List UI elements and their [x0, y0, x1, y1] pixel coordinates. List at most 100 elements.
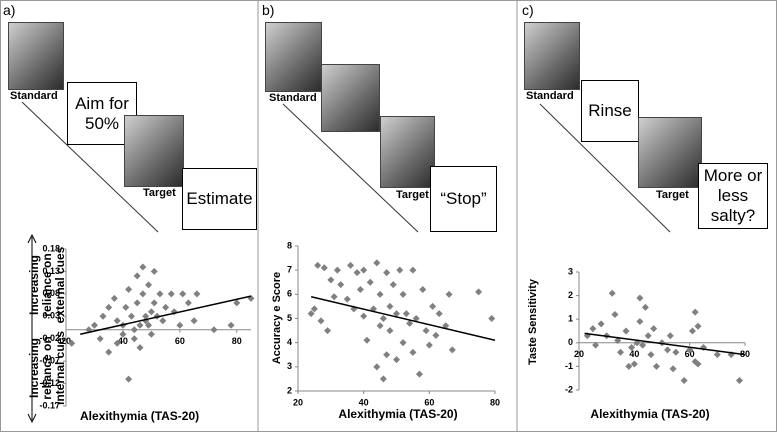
point	[125, 285, 133, 293]
point	[327, 276, 335, 284]
point	[386, 327, 394, 335]
x-tick-label: 40	[629, 349, 639, 359]
y-tick-label: 7	[287, 265, 292, 275]
point	[669, 365, 677, 373]
point	[475, 288, 483, 296]
point	[105, 348, 113, 356]
point	[360, 312, 368, 320]
y-tick-label: 0	[568, 337, 573, 347]
photo	[321, 64, 380, 132]
point	[125, 375, 133, 383]
point	[347, 261, 355, 269]
point	[636, 318, 644, 326]
arrow	[282, 103, 419, 233]
photo	[265, 22, 322, 92]
point	[393, 310, 400, 318]
point	[167, 290, 175, 298]
point	[333, 266, 341, 274]
panel-label: b)	[262, 2, 275, 18]
point	[432, 331, 440, 339]
point	[110, 294, 118, 302]
point	[130, 326, 138, 334]
point	[386, 302, 394, 310]
point	[379, 315, 387, 322]
point	[639, 341, 647, 349]
point	[119, 330, 127, 338]
point	[320, 264, 328, 272]
point	[133, 272, 141, 280]
photo	[638, 117, 702, 188]
point	[233, 299, 241, 307]
y-tick-label: 4	[287, 337, 292, 347]
arrow	[21, 101, 159, 233]
point	[373, 259, 381, 267]
point	[127, 312, 135, 320]
point	[314, 261, 322, 269]
point	[647, 351, 655, 359]
point	[622, 327, 630, 335]
x-axis-title: Alexithymia (TAS-20)	[590, 407, 710, 421]
x-tick-label: 40	[118, 336, 128, 346]
point	[691, 308, 699, 316]
point	[310, 305, 318, 313]
point	[379, 375, 387, 383]
point	[680, 377, 688, 385]
x-axis-title: Alexithymia (TAS-20)	[80, 409, 200, 423]
point	[324, 327, 332, 335]
point	[353, 269, 361, 277]
point	[99, 312, 107, 320]
point	[139, 263, 147, 271]
point	[650, 325, 658, 333]
point	[389, 281, 397, 289]
y-tick-label: -0.07	[39, 356, 60, 366]
point	[337, 281, 345, 289]
point	[644, 332, 652, 340]
y-tick-label: -0.12	[39, 378, 60, 388]
point	[184, 299, 192, 307]
x-tick-label: 80	[232, 336, 242, 346]
point	[393, 356, 400, 364]
point	[713, 351, 721, 359]
point	[664, 346, 672, 354]
x-tick-label: 60	[685, 349, 695, 359]
caption: Target	[143, 187, 176, 199]
y-axis-title: Accuracy e Score	[270, 271, 283, 365]
point	[735, 377, 743, 385]
x-tick-label: 20	[293, 397, 303, 407]
point	[608, 289, 616, 297]
point	[136, 344, 144, 352]
y-tick-label: 2	[568, 290, 573, 300]
point	[179, 290, 187, 298]
point	[415, 370, 423, 378]
y-tick-label: 0.03	[42, 311, 60, 321]
y-tick-label: 1	[568, 314, 573, 324]
point	[307, 310, 315, 318]
x-tick-label: 20	[61, 336, 71, 346]
point	[429, 302, 437, 310]
point	[176, 321, 184, 329]
step-box: “Stop”	[430, 166, 497, 232]
y-tick-label: 0.18	[42, 243, 60, 253]
y-tick-label: 6	[287, 289, 292, 299]
point	[68, 339, 76, 347]
point	[227, 321, 235, 329]
arrow-heads	[27, 233, 37, 424]
caption: Target	[396, 189, 429, 201]
y-tick-label: -2	[565, 384, 573, 394]
point	[402, 310, 410, 318]
point	[448, 346, 456, 354]
point	[636, 294, 644, 302]
y-tick-label: -0.17	[39, 400, 60, 410]
y-tick-label: 5	[287, 313, 292, 323]
photo	[124, 115, 184, 187]
y-tick-label: 8	[287, 240, 292, 250]
x-tick-label: 40	[359, 397, 369, 407]
photo	[524, 22, 580, 90]
x-tick-label: 80	[490, 397, 500, 407]
point	[376, 290, 384, 298]
y-axis-title: Taste Sensitivity	[526, 279, 539, 365]
point	[383, 351, 391, 359]
photo	[380, 116, 435, 188]
point	[383, 269, 391, 277]
